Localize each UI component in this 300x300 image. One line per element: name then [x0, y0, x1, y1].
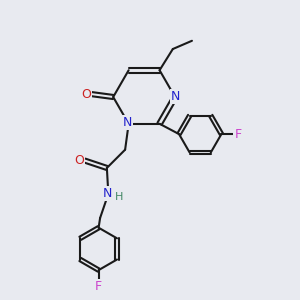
Text: N: N — [171, 90, 180, 103]
Text: N: N — [122, 116, 132, 129]
Text: H: H — [115, 192, 124, 203]
Text: O: O — [81, 88, 91, 100]
Text: F: F — [234, 128, 242, 141]
Text: N: N — [103, 188, 112, 200]
Text: O: O — [74, 154, 84, 167]
Text: F: F — [95, 280, 102, 293]
